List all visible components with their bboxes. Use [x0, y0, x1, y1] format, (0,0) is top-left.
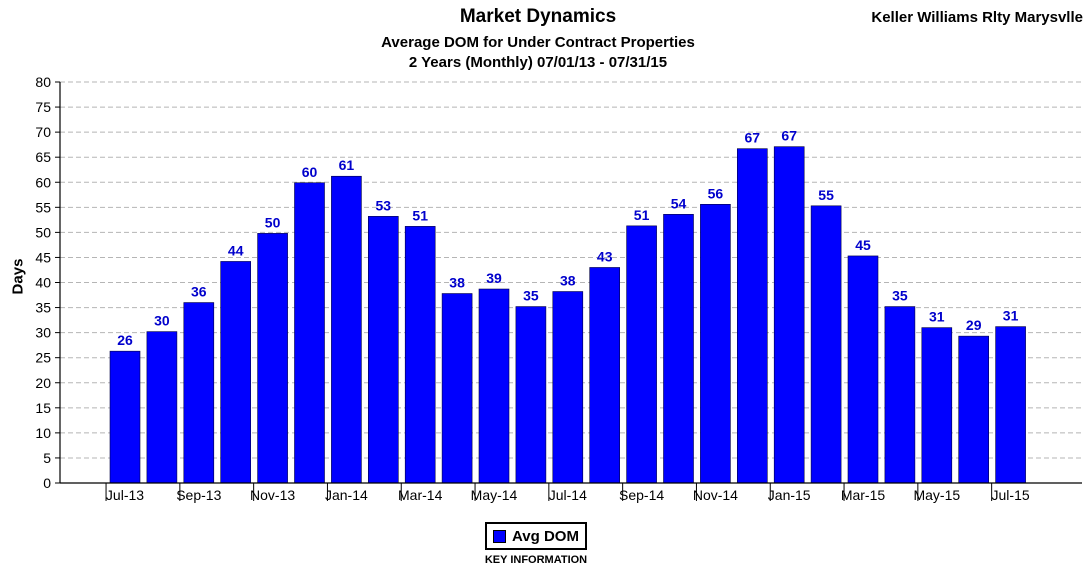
y-tick-label: 20: [35, 375, 51, 391]
bar-value-label: 29: [966, 317, 982, 333]
bar-value-label: 36: [191, 284, 207, 300]
bar-value-label: 44: [228, 242, 244, 258]
y-tick-label: 55: [35, 199, 51, 215]
bar: [700, 204, 731, 484]
bar-value-label: 35: [523, 288, 539, 304]
chart-title: Market Dynamics: [459, 6, 617, 27]
y-tick-label: 10: [35, 425, 51, 441]
bar-value-label: 30: [154, 313, 170, 329]
bar-value-label: 35: [892, 288, 908, 304]
x-tick-label: Mar-15: [841, 487, 886, 503]
x-tick-label: May-15: [913, 487, 960, 503]
bar-value-label: 51: [634, 207, 650, 223]
y-tick-label: 45: [35, 249, 51, 265]
y-tick-label: 25: [35, 350, 51, 366]
x-tick-label: Jul-13: [106, 487, 144, 503]
x-tick-label: Mar-14: [398, 487, 443, 503]
bar: [367, 216, 399, 484]
bar: [810, 205, 842, 484]
bar: [663, 214, 694, 484]
bar-value-label: 61: [339, 157, 355, 173]
y-tick-label: 35: [35, 300, 51, 316]
y-axis-label: Days: [9, 258, 27, 295]
x-tick-label: May-14: [471, 487, 518, 503]
bar-value-label: 31: [929, 309, 945, 325]
y-tick-label: 70: [35, 124, 51, 140]
bar: [773, 146, 805, 484]
bar-value-label: 54: [671, 195, 687, 211]
bar-value-label: 56: [708, 185, 724, 201]
y-tick-label: 60: [35, 174, 51, 190]
x-tick-label: Nov-14: [693, 487, 738, 503]
bar: [294, 182, 325, 484]
bar-value-label: 31: [1003, 308, 1019, 324]
x-tick-label: Jul-15: [992, 487, 1030, 503]
y-tick-label: 15: [35, 400, 51, 416]
bar: [331, 175, 362, 484]
x-tick-label: Nov-13: [250, 487, 295, 503]
bar: [478, 288, 510, 484]
bar: [626, 225, 657, 484]
bar-value-label: 39: [486, 270, 502, 286]
bar: [404, 226, 436, 484]
y-tick-label: 5: [43, 450, 51, 466]
x-tick-label: Sep-13: [176, 487, 221, 503]
bar: [183, 302, 215, 484]
y-tick-label: 50: [35, 224, 51, 240]
bar-value-label: 38: [449, 275, 465, 291]
bar: [589, 267, 621, 484]
legend: Avg DOM: [485, 522, 587, 550]
bar: [257, 233, 288, 484]
bar-value-label: 43: [597, 248, 613, 264]
bar-value-label: 38: [560, 273, 576, 289]
bar: [220, 261, 251, 484]
y-tick-label: 0: [43, 475, 51, 491]
bar: [109, 350, 141, 484]
bar-value-label: 45: [855, 237, 871, 253]
legend-caption: KEY INFORMATION: [484, 554, 588, 566]
y-tick-label: 40: [35, 275, 51, 291]
bar: [921, 327, 953, 484]
bar: [847, 255, 879, 484]
y-tick-label: 75: [35, 99, 51, 115]
bar: [958, 335, 990, 484]
brokerage-name: Keller Williams Rlty Marysvlle: [871, 9, 1083, 26]
y-tick-label: 65: [35, 149, 51, 165]
y-tick-label: 80: [35, 74, 51, 90]
bar: [736, 148, 768, 484]
x-tick-label: Jan-14: [325, 487, 368, 503]
bar-value-label: 51: [412, 207, 428, 223]
bar: [441, 293, 473, 484]
bar-value-label: 67: [781, 128, 797, 144]
x-tick-label: Jan-15: [768, 487, 811, 503]
chart-subtitle: Average DOM for Under Contract Propertie…: [381, 34, 695, 51]
legend-label: Avg DOM: [512, 527, 579, 545]
x-tick-label: Jul-14: [549, 487, 587, 503]
bar-value-label: 60: [302, 164, 318, 180]
bar-value-label: 53: [376, 197, 392, 213]
bar-value-label: 26: [117, 332, 133, 348]
legend-swatch: [493, 529, 506, 543]
bar: [515, 306, 547, 484]
y-tick-label: 30: [35, 325, 51, 341]
bar-value-label: 50: [265, 214, 281, 230]
bar: [995, 326, 1026, 484]
bar: [884, 306, 916, 484]
chart-date-range: 2 Years (Monthly) 07/01/13 - 07/31/15: [408, 54, 668, 71]
bar-value-label: 67: [745, 130, 761, 146]
x-tick-label: Sep-14: [619, 487, 664, 503]
bar-value-label: 55: [818, 187, 834, 203]
bar: [146, 331, 178, 484]
bar: [552, 291, 584, 484]
